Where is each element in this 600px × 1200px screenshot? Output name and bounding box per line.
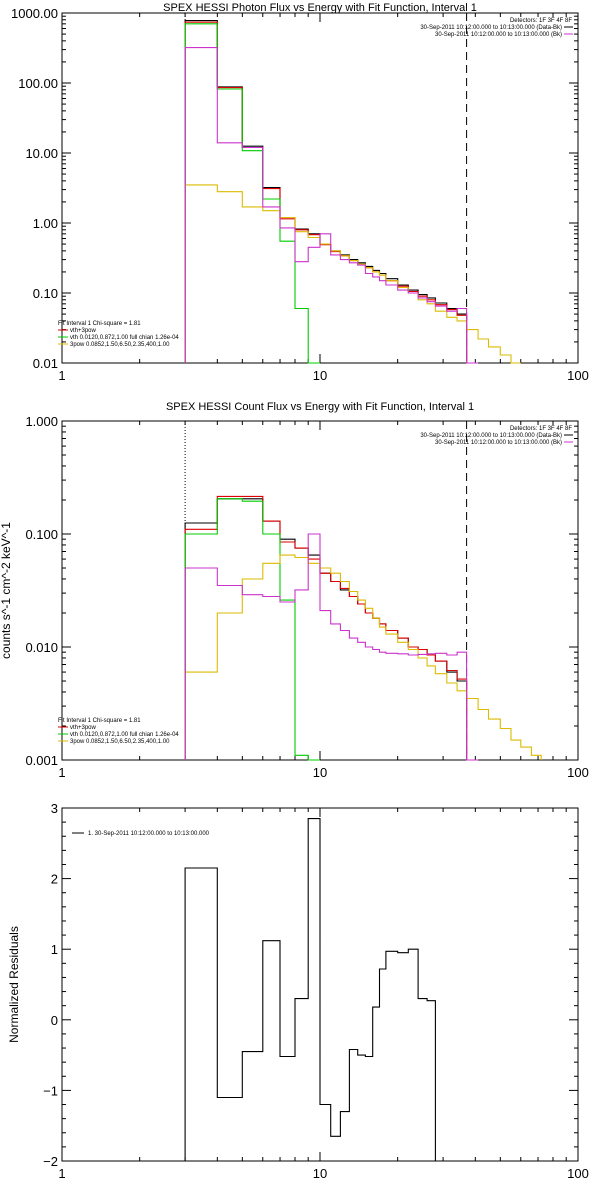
legend-entry: Detectors: 1F 3F 4F 8F xyxy=(510,426,572,432)
series-line-2 xyxy=(184,495,479,761)
legend-entry: 30-Sep-2011 10:12:00.000 to 10:13:00.000… xyxy=(435,440,562,446)
y-tick-label: 3 xyxy=(51,801,58,816)
series-line-3 xyxy=(184,498,320,761)
chart-panel-2: SPEX HESSI Count Flux vs Energy with Fit… xyxy=(0,401,589,780)
legend-entry: 30-Sep-2011 10:12:00.000 to 10:13:00.000… xyxy=(435,32,562,38)
legend-entry: Detectors: 1F 3F 4F 8F xyxy=(510,18,572,24)
chart-title: SPEX HESSI Count Flux vs Energy with Fit… xyxy=(166,401,474,413)
y-tick-label: 0.010 xyxy=(25,640,58,655)
plot-frame xyxy=(61,12,579,364)
y-tick-label: −1 xyxy=(43,1083,58,1098)
x-tick-label: 10 xyxy=(313,765,327,780)
y-tick-label: 1.000 xyxy=(25,414,58,429)
x-tick-label: 100 xyxy=(567,1166,589,1181)
legend-entry: vth+3pow xyxy=(70,725,97,731)
y-tick-label: 1.00 xyxy=(33,216,58,231)
series-line-5 xyxy=(184,533,479,761)
legend-entry: 3pow 0.0852,1.50,6.50,2.35,400,1.00 xyxy=(70,342,170,348)
legend-entry: Fit Interval 1 Chi-square = 1.81 xyxy=(58,718,141,724)
legend-entry: Fit Interval 1 Chi-square = 1.81 xyxy=(58,321,141,327)
y-tick-label: 0 xyxy=(51,1013,58,1028)
y-tick-label: −2 xyxy=(43,1154,58,1169)
x-tick-label: 10 xyxy=(313,368,327,383)
series-line-1 xyxy=(184,20,479,364)
chart-panel-1: SPEX HESSI Photon Flux vs Energy with Fi… xyxy=(11,2,589,383)
y-tick-label: 100.00 xyxy=(18,76,58,91)
y-tick-label: 1 xyxy=(51,942,58,957)
series-line-2 xyxy=(184,21,479,364)
y-tick-label: 2 xyxy=(51,872,58,887)
series-line-1 xyxy=(184,818,436,1161)
x-tick-label: 100 xyxy=(567,368,589,383)
legend-entry: 3pow 0.0852,1.50,6.50,2.35,400,1.00 xyxy=(70,739,170,745)
x-tick-label: 1 xyxy=(58,1166,65,1181)
x-tick-label: 100 xyxy=(567,765,589,780)
series-line-4 xyxy=(184,184,521,364)
legend-entry: 30-Sep-2011 10:12:00.000 to 10:13:00.000… xyxy=(420,433,562,439)
y-tick-label: 0.100 xyxy=(25,527,58,542)
legend-entry: 1. 30-Sep-2011 10:12:00.000 to 10:13:00.… xyxy=(88,831,210,837)
y-tick-label: 10.00 xyxy=(25,146,58,161)
legend-entry: vth+3pow xyxy=(70,328,97,334)
y-tick-label: 1000.00 xyxy=(11,6,58,21)
y-axis-label: counts s^-1 cm^-2 keV^-1 xyxy=(0,522,13,659)
x-tick-label: 10 xyxy=(313,1166,327,1181)
y-axis-label: Normalized Residuals xyxy=(7,926,21,1043)
y-tick-label: 0.10 xyxy=(33,286,58,301)
series-line-4 xyxy=(184,554,542,760)
series-line-5 xyxy=(184,47,479,364)
legend-entry: 30-Sep-2011 10:12:00.000 to 10:13:00.000… xyxy=(420,25,562,31)
x-tick-label: 1 xyxy=(58,765,65,780)
chart-title: SPEX HESSI Photon Flux vs Energy with Fi… xyxy=(163,2,477,14)
legend-entry: vth 0.0120,0.872,1.00 full chian 1.26e-0… xyxy=(70,335,179,341)
y-tick-label: 0.01 xyxy=(33,356,58,371)
series-line-1 xyxy=(184,498,479,761)
x-tick-label: 1 xyxy=(58,368,65,383)
y-tick-label: 0.001 xyxy=(25,753,58,768)
legend-entry: vth 0.0120,0.872,1.00 full chian 1.26e-0… xyxy=(70,732,179,738)
series-line-3 xyxy=(184,23,320,364)
